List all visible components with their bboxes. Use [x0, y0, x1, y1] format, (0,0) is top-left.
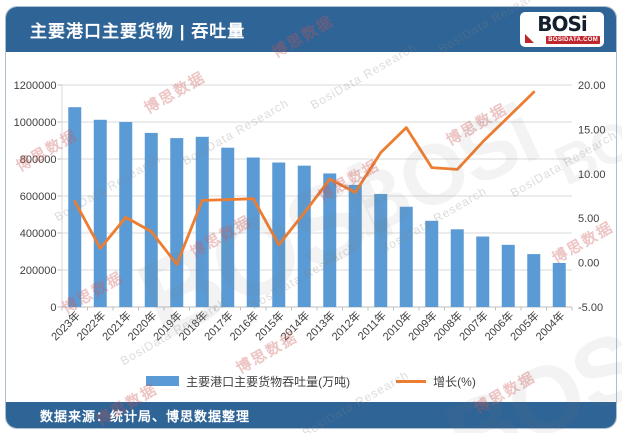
data-source-text: 数据来源：统计局、博思数据整理 [40, 408, 251, 424]
chart-title: 主要港口主要货物 | 吞吐量 [30, 22, 246, 41]
card-footer: 数据来源：统计局、博思数据整理 [6, 402, 616, 428]
legend-label-growth: 增长(%) [433, 374, 476, 389]
legend-bar-swatch-icon [146, 376, 180, 386]
legend-item-throughput: 主要港口主要货物吞吐量(万吨) [146, 373, 350, 390]
logo-domain-label: BOSIDATA.COM [546, 36, 600, 44]
logo-wordmark: BOSi [537, 12, 588, 36]
logo-red-triangle-icon [525, 34, 534, 43]
legend-item-growth: 增长(%) [396, 373, 476, 390]
bosi-logo: BOSi BOSIDATA.COM [520, 12, 604, 47]
card-header: 主要港口主要货物 | 吞吐量 BOSi BOSIDATA.COM [6, 7, 616, 52]
legend-line-swatch-icon [396, 379, 427, 383]
chart-legend: 主要港口主要货物吞吐量(万吨) 增长(%) [6, 370, 616, 392]
chart-card: 主要港口主要货物 | 吞吐量 BOSi BOSIDATA.COM 主要港口主要货… [5, 6, 617, 429]
legend-label-throughput: 主要港口主要货物吞吐量(万吨) [186, 374, 351, 389]
